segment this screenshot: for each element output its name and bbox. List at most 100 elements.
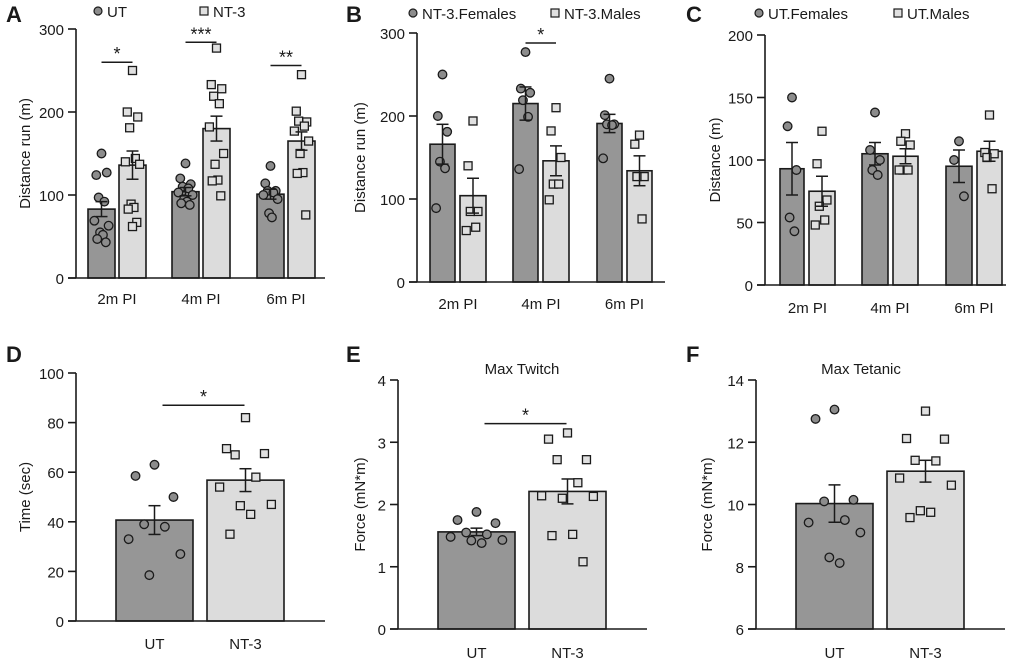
significance-label: * (200, 387, 207, 407)
y-tick-label: 100 (380, 192, 405, 209)
y-tick-label: 80 (47, 416, 64, 433)
data-point (901, 433, 912, 444)
data-point (581, 455, 592, 465)
data-point (544, 195, 554, 205)
data-point (515, 83, 526, 94)
data-point (289, 126, 300, 136)
data-point (123, 534, 134, 545)
data-point (466, 535, 477, 546)
bar-nt-3-group (886, 470, 965, 630)
data-point (468, 116, 478, 126)
y-tick-label: 300 (39, 22, 64, 39)
x-tick-label: 2m PI (97, 291, 136, 308)
data-point (920, 406, 931, 416)
data-point (296, 70, 307, 80)
data-point (89, 215, 100, 226)
data-point (127, 221, 138, 232)
significance-label: * (537, 25, 544, 45)
legend-label: NT-3.Males (564, 6, 641, 23)
data-point (92, 234, 103, 244)
bar-6m-pi-nt-3-females (596, 122, 623, 283)
panel-letter: F (686, 342, 699, 367)
data-point (803, 517, 814, 528)
data-point (214, 482, 225, 492)
data-point (246, 509, 256, 520)
data-point (554, 179, 564, 189)
data-point (122, 107, 132, 117)
data-point (301, 210, 311, 220)
data-point (481, 529, 492, 540)
data-point (588, 491, 599, 502)
data-point (125, 123, 135, 133)
data-point (819, 496, 830, 507)
x-tick-label: 6m PI (954, 300, 993, 317)
x-tick-label: 6m PI (266, 291, 305, 308)
data-point (865, 145, 876, 155)
data-point (787, 92, 797, 103)
data-point (127, 65, 138, 76)
data-point (240, 412, 251, 423)
panel-c: C 2m PI 4m PI 6m PI 0 50 100 150 200 Distance (m)… (686, 2, 1006, 317)
data-point (599, 110, 610, 121)
data-point (437, 69, 448, 80)
bar-ut-group (437, 531, 516, 630)
data-point (820, 215, 830, 225)
x-tick-label: NT-3 (551, 645, 584, 662)
data-point (905, 140, 915, 150)
data-point (440, 163, 451, 174)
legend-marker-square (893, 8, 903, 18)
data-point (225, 529, 235, 539)
data-point (461, 225, 471, 236)
data-point (465, 206, 475, 217)
data-point (471, 222, 481, 232)
x-tick-label: 2m PI (788, 300, 827, 317)
data-point (180, 158, 191, 169)
y-axis-title: Distance run (m) (17, 98, 34, 209)
data-point (791, 165, 802, 175)
data-point (265, 160, 276, 171)
y-tick-label: 150 (728, 91, 753, 108)
y-tick-label: 100 (39, 366, 64, 383)
data-point (987, 184, 997, 194)
data-point (134, 159, 145, 169)
data-point (144, 570, 155, 581)
data-point (211, 43, 222, 53)
y-tick-label: 10 (727, 498, 744, 515)
legend-marker-circle (754, 8, 764, 18)
data-point (959, 191, 969, 202)
legend-marker-circle (408, 8, 418, 18)
y-axis-title: Force (mN*m) (352, 457, 369, 551)
data-point (293, 116, 304, 126)
data-point (557, 493, 567, 503)
data-point (604, 73, 615, 84)
panel-a: A 2m PI 4m PI 6m PI 0 100 200 300 Distance run (… (6, 2, 325, 308)
data-point (299, 121, 310, 131)
data-point (520, 47, 531, 58)
panel-d: D UT NT-3 0 20 40 60 80 100 Time (sec) * (6, 342, 325, 653)
significance-label: * (522, 406, 529, 426)
data-point (461, 527, 472, 538)
data-point (473, 206, 483, 217)
panel-letter: C (686, 2, 702, 27)
panel-letter: D (6, 342, 22, 367)
data-point (870, 107, 880, 118)
legend-label: NT-3 (213, 4, 246, 21)
x-tick-label: UT (825, 645, 845, 662)
y-tick-label: 12 (727, 435, 744, 452)
bar-nt-3-group (528, 490, 607, 630)
y-axis-title: Time (sec) (17, 462, 34, 532)
data-point (829, 404, 840, 415)
data-point (632, 171, 642, 182)
data-point (221, 443, 232, 454)
panel-letter: E (346, 342, 361, 367)
legend-marker-circle (93, 6, 103, 16)
data-point (578, 557, 588, 567)
y-tick-label: 0 (56, 614, 64, 631)
data-point (872, 170, 883, 180)
data-point (187, 190, 198, 200)
data-point (573, 478, 583, 488)
data-point (103, 220, 114, 231)
y-tick-label: 8 (736, 560, 744, 577)
data-point (216, 191, 226, 201)
data-point (303, 136, 314, 146)
